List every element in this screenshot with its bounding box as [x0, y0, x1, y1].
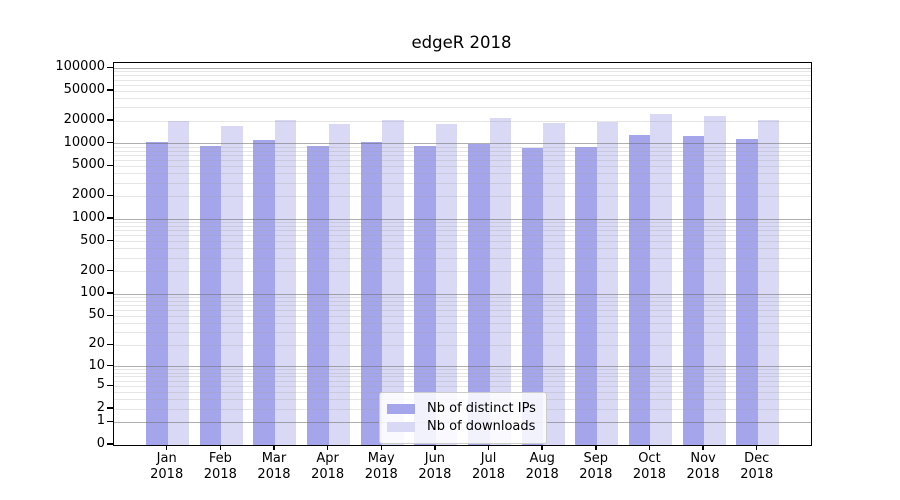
x-axis-tick-label: Dec 2018 — [740, 451, 774, 482]
legend-item: Nb of distinct IPs — [387, 401, 538, 417]
x-axis-tick-mark — [541, 445, 543, 450]
gridline-minor — [114, 79, 811, 81]
x-axis-tick-label: Feb 2018 — [203, 451, 237, 482]
y-axis-tick-mark — [107, 119, 113, 121]
y-axis-tick-label: 1 — [96, 413, 105, 429]
bar-downloads-jul — [489, 118, 512, 445]
legend-item: Nb of downloads — [387, 419, 538, 435]
bar-distinct-ips-sep — [575, 147, 597, 445]
x-axis-tick-label: Apr 2018 — [311, 451, 345, 482]
x-axis-tick-label: Jul 2018 — [471, 451, 506, 482]
bar-downloads-aug — [543, 123, 565, 445]
legend-label: Nb of downloads — [427, 419, 536, 434]
plot-area — [113, 62, 812, 446]
y-axis-tick-label: 2000 — [71, 187, 105, 203]
x-axis-tick-label: May 2018 — [364, 451, 398, 482]
y-axis-tick-label: 10000 — [63, 134, 105, 150]
bar-distinct-ips-dec — [736, 138, 758, 445]
y-axis-tick-mark — [107, 217, 113, 219]
x-axis-tick-mark — [595, 445, 597, 450]
y-axis-tick-mark — [107, 269, 113, 272]
y-axis-tick-mark — [107, 292, 113, 294]
y-axis-tick-mark — [107, 89, 113, 91]
x-axis-tick-mark — [326, 445, 329, 450]
y-axis-tick-label: 200 — [80, 262, 105, 278]
y-axis-tick-mark — [107, 66, 113, 69]
y-axis-tick-mark — [107, 142, 113, 144]
x-axis-tick-mark — [380, 445, 382, 450]
y-axis-tick-mark — [107, 164, 113, 167]
y-axis-tick-label: 5 — [96, 377, 105, 393]
bar-distinct-ips-oct — [628, 135, 651, 445]
y-axis-tick-mark — [107, 420, 113, 423]
bar-distinct-ips-jan — [146, 142, 168, 445]
bar-distinct-ips-nov — [682, 136, 705, 445]
x-axis-tick-label: Mar 2018 — [257, 451, 291, 482]
y-axis-tick-mark — [107, 443, 113, 445]
x-axis-tick-label: Oct 2018 — [632, 451, 666, 482]
bar-distinct-ips-mar — [253, 139, 275, 445]
gridline-major — [114, 67, 811, 69]
y-axis-tick-label: 100000 — [55, 59, 105, 75]
bar-downloads-dec — [757, 120, 780, 445]
legend-box: Nb of distinct IPs Nb of downloads — [379, 392, 547, 444]
bar-downloads-apr — [328, 123, 351, 445]
x-axis-tick-mark — [702, 445, 704, 450]
x-axis-tick-mark — [166, 445, 168, 450]
y-axis-tick-mark — [107, 364, 113, 367]
gridline-minor — [114, 90, 811, 92]
bar-downloads-jan — [167, 121, 190, 445]
y-axis-tick-label: 20 — [88, 336, 105, 352]
y-axis-tick-label: 50000 — [63, 82, 105, 98]
bar-distinct-ips-apr — [307, 145, 329, 445]
y-axis-tick-label: 50 — [88, 307, 105, 323]
gridline-minor — [114, 97, 811, 99]
y-axis-tick-mark — [107, 343, 113, 346]
chart-title: edgeR 2018 — [411, 33, 512, 52]
bar-downloads-oct — [650, 113, 672, 445]
y-axis-tick-mark — [107, 384, 113, 387]
y-axis-tick-mark — [107, 314, 113, 317]
x-axis-tick-label: Aug 2018 — [525, 451, 559, 482]
y-axis-tick-label: 2 — [96, 400, 105, 416]
bar-distinct-ips-feb — [199, 146, 222, 445]
gridline-minor — [114, 107, 811, 109]
legend-swatch-downloads — [387, 422, 415, 432]
x-axis-tick-mark — [273, 445, 275, 450]
bar-downloads-sep — [596, 122, 619, 445]
gridline-minor — [114, 75, 811, 77]
x-axis-tick-mark — [219, 445, 222, 450]
legend-label: Nb of distinct IPs — [427, 401, 536, 416]
y-axis-tick-label: 500 — [80, 232, 105, 248]
y-axis-tick-mark — [107, 194, 113, 197]
y-axis-tick-label: 0 — [96, 436, 105, 451]
y-axis-tick-label: 100 — [80, 285, 105, 301]
y-axis-tick-label: 10 — [88, 357, 105, 373]
y-axis-tick-mark — [107, 407, 113, 409]
x-axis-tick-mark — [434, 445, 436, 450]
bar-downloads-mar — [274, 120, 297, 445]
y-axis-tick-label: 1000 — [71, 210, 105, 226]
bar-distinct-ips-jun — [414, 145, 436, 445]
y-axis-tick-mark — [107, 239, 113, 242]
x-axis-tick-label: Jan 2018 — [150, 451, 184, 482]
x-axis-tick-mark — [648, 445, 651, 450]
bar-downloads-may — [382, 119, 404, 445]
bar-downloads-jun — [435, 123, 458, 445]
y-axis-tick-label: 5000 — [71, 157, 105, 173]
bar-downloads-feb — [221, 126, 243, 445]
x-axis-tick-label: Jun 2018 — [418, 451, 452, 482]
gridline-minor — [114, 71, 811, 73]
x-axis-tick-label: Nov 2018 — [686, 451, 720, 482]
gridline-minor — [114, 84, 811, 86]
bar-distinct-ips-aug — [521, 148, 544, 445]
y-axis-tick-label: 20000 — [63, 112, 105, 128]
x-axis-tick-mark — [487, 445, 490, 450]
x-axis-tick-mark — [756, 445, 758, 450]
x-axis-tick-label: Sep 2018 — [579, 451, 613, 482]
bar-downloads-nov — [704, 116, 726, 445]
legend-swatch-distinct-ips — [387, 404, 415, 414]
